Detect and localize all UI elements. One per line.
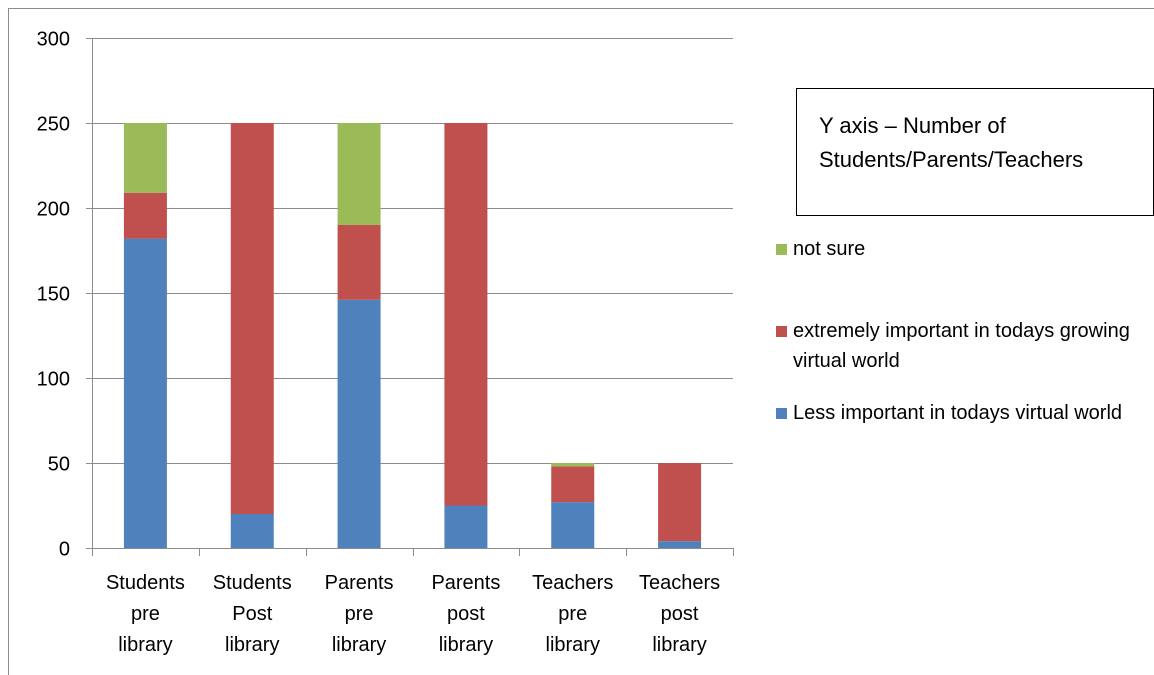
bar-segment — [230, 123, 274, 514]
legend-label: extremely important in todays growing vi… — [793, 320, 1130, 372]
y-tick-label: 50 — [48, 454, 70, 476]
bar-segment — [337, 225, 381, 300]
bar-segment — [551, 466, 595, 503]
legend-item: extremely important in todays growing vi… — [776, 316, 1143, 376]
bar-segment — [444, 123, 488, 506]
bar-segment — [337, 299, 381, 548]
x-category-label: library — [652, 634, 706, 656]
x-category-label: pre — [131, 603, 160, 625]
y-tick-label: 100 — [37, 369, 70, 391]
bar-segment — [658, 463, 702, 542]
chart-frame — [8, 8, 1154, 675]
y-axis-note-text: Y axis – Number of Students/Parents/Teac… — [819, 113, 1084, 172]
bar-segment — [123, 238, 167, 548]
x-category-label: Students — [106, 572, 185, 594]
bar-segment — [551, 502, 595, 548]
bar-segment — [551, 463, 595, 467]
legend-swatch — [776, 244, 787, 255]
legend-swatch — [776, 408, 787, 419]
x-category-label: Parents — [431, 572, 500, 594]
x-category-label: post — [447, 603, 485, 625]
x-category-label: Post — [232, 603, 272, 625]
legend-label: Less important in todays virtual world — [793, 402, 1123, 424]
y-axis-note-box: Y axis – Number of Students/Parents/Teac… — [796, 88, 1154, 216]
x-category-label: Students — [213, 572, 292, 594]
x-category-label: library — [225, 634, 279, 656]
legend-label: not sure — [793, 238, 866, 260]
y-tick-label: 250 — [37, 114, 70, 136]
y-tick-label: 200 — [37, 199, 70, 221]
legend-item: Less important in todays virtual world — [776, 398, 1143, 428]
x-category-label: library — [332, 634, 386, 656]
x-category-label: library — [546, 634, 600, 656]
x-category-label: post — [661, 603, 699, 625]
legend-swatch — [776, 326, 787, 337]
bar-segment — [444, 505, 488, 548]
legend-item: not sure — [776, 234, 1143, 264]
x-category-label: library — [118, 634, 172, 656]
bar-segment — [230, 514, 274, 548]
x-category-label: pre — [345, 603, 374, 625]
bar-segment — [337, 123, 381, 225]
bar-segment — [123, 123, 167, 193]
bar-segment — [658, 541, 702, 548]
bar-segment — [123, 192, 167, 239]
x-category-label: pre — [558, 603, 587, 625]
y-tick-label: 300 — [37, 29, 70, 51]
x-category-label: library — [439, 634, 493, 656]
y-tick-label: 150 — [37, 284, 70, 306]
y-tick-label: 0 — [59, 539, 70, 561]
x-category-label: Teachers — [639, 572, 720, 594]
x-category-label: Teachers — [532, 572, 613, 594]
x-category-label: Parents — [325, 572, 394, 594]
